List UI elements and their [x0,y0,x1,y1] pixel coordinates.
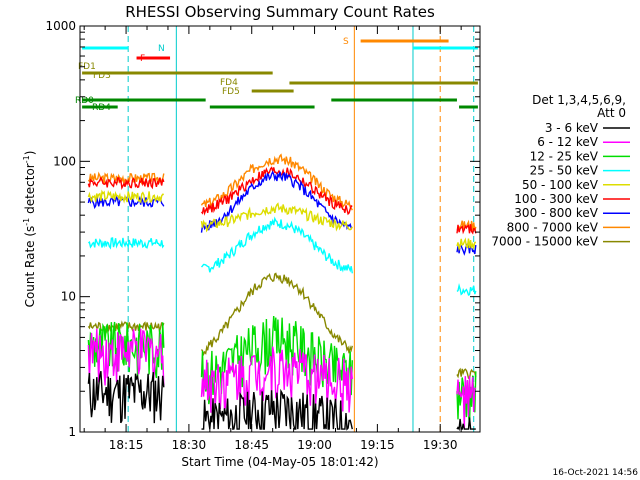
chart-title: RHESSI Observing Summary Count Rates [125,3,435,21]
flag-label-FD1: FD1 [78,62,96,72]
flag-label-FD3: FD3 [93,71,111,81]
series-1-segment-0 [87,176,165,191]
y-axis-label: Count Rate (s-1 detector-1) [22,151,37,308]
series-3-segment-2 [456,237,477,252]
flag-label-RD4: RD4 [92,103,111,113]
legend-label-8: 7000 - 15000 keV [491,235,598,249]
series-1-segment-2 [456,224,477,235]
x-tick-label-0: 18:15 [109,438,144,452]
series-8-segment-2 [456,417,476,432]
x-tick-label-3: 19:00 [297,438,332,452]
legend-label-6: 300 - 800 keV [514,206,598,220]
series-3-segment-1 [200,202,353,233]
legend-title-line1: Det 1,3,4,5,6,9, [532,93,626,107]
series-0-segment-1 [200,153,353,211]
y-tick-label-1: 10 [61,290,76,304]
x-tick-label-4: 19:15 [360,438,395,452]
series-layer [87,153,477,432]
series-5-segment-1 [200,272,353,357]
series-8-segment-1 [201,388,353,431]
series-8-segment-0 [87,371,165,424]
series-6-segment-2 [456,371,477,425]
flag-label-N: N [158,44,165,54]
x-tick-label-5: 19:30 [423,438,458,452]
series-4-segment-1 [200,216,353,274]
legend-label-5: 100 - 300 keV [514,192,598,206]
x-tick-label-1: 18:30 [172,438,207,452]
x-tick-label-2: 18:45 [234,438,269,452]
series-7-segment-2 [456,375,477,430]
series-4-segment-2 [456,282,477,296]
x-axis-label: Start Time (04-May-05 18:01:42) [181,455,378,469]
series-6-segment-0 [87,321,165,379]
y-tick-label-2: 100 [53,154,76,168]
orbit-boundary-lines [127,26,475,432]
legend-label-4: 50 - 100 keV [522,178,599,192]
flag-label-FD4: FD4 [220,78,238,88]
timestamp: 16-Oct-2021 14:56 [553,468,639,478]
series-3-segment-0 [87,189,164,204]
legend-label-7: 800 - 7000 keV [507,220,599,234]
legend-label-3: 25 - 50 keV [530,164,599,178]
legend-label-1: 6 - 12 keV [537,135,599,149]
flag-label-RD0: RD0 [75,96,94,106]
series-5-segment-2 [456,367,477,380]
flag-label-S: S [343,37,349,47]
legend-label-2: 12 - 25 keV [530,149,599,163]
plot-frame [79,25,481,433]
series-7-segment-0 [87,328,165,386]
axis-ticks: 18:15 18:30 18:45 19:00 19:15 19:30 1 10 100 1000 [45,19,480,452]
flag-label-F: F [140,54,145,64]
legend-label-0: 3 - 6 keV [545,121,599,135]
y-tick-label-3: 1000 [45,19,76,33]
legend-title-line2: Att 0 [597,106,626,120]
series-4-segment-0 [87,237,165,250]
flag-label-FD5: FD5 [222,87,240,97]
y-tick-label-0: 1 [68,425,76,439]
series-1-segment-1 [200,166,353,216]
